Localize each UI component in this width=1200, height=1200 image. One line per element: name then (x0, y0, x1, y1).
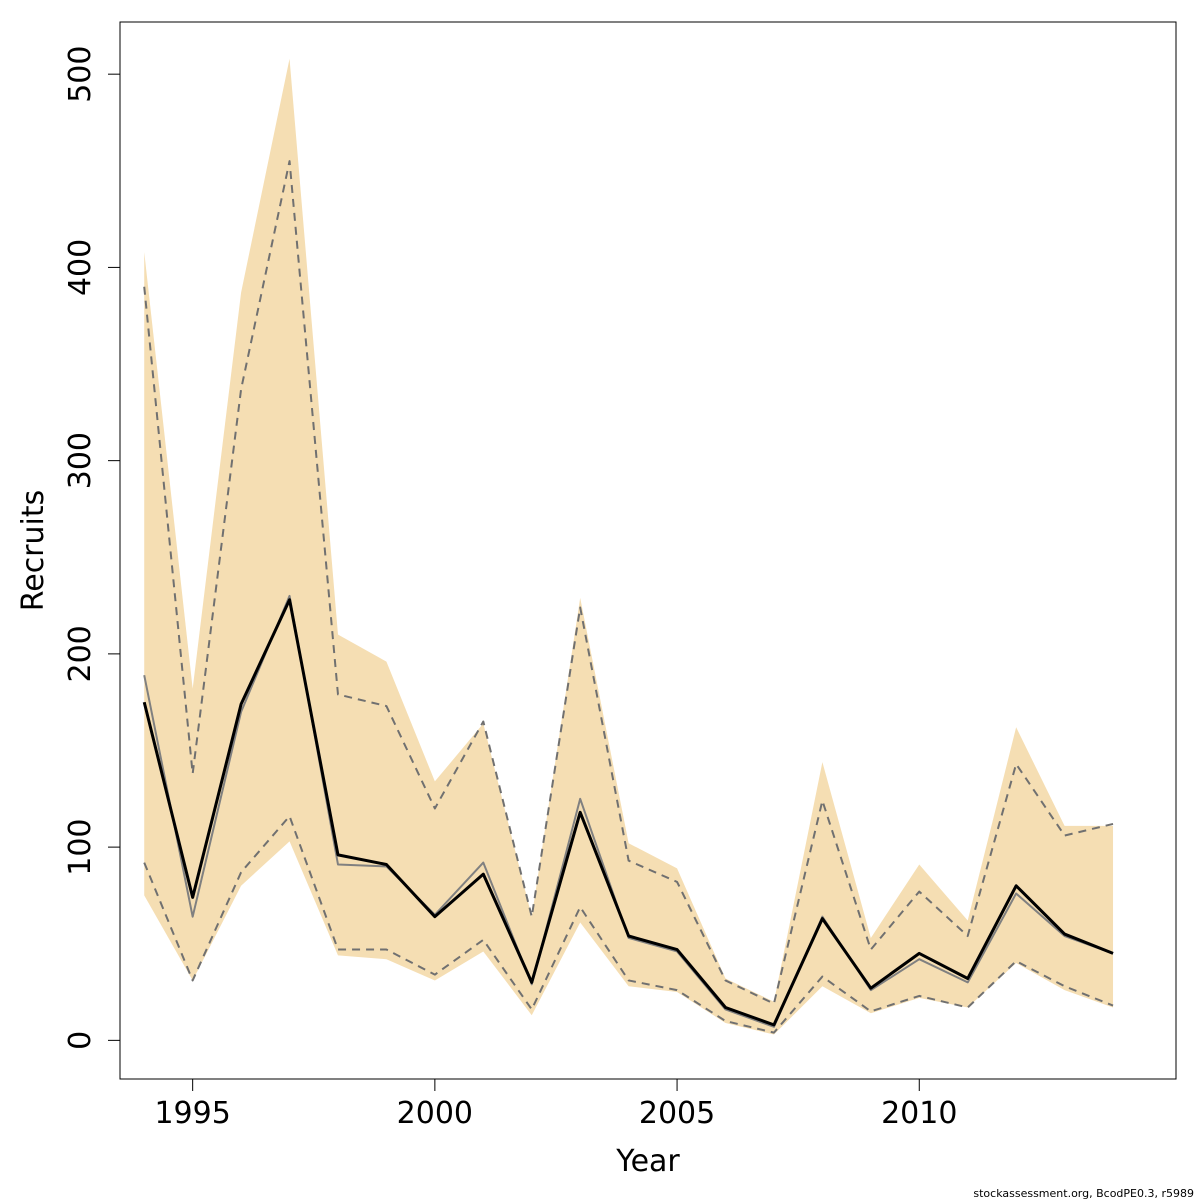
x-tick-label: 2005 (639, 1096, 715, 1131)
y-axis: 0 100 200 300 400 500 (63, 46, 121, 1050)
y-tick-label: 100 (63, 818, 98, 875)
y-tick-label: 300 (63, 432, 98, 489)
series-lines-layer (142, 160, 1114, 1034)
x-tick-label: 2000 (397, 1096, 473, 1131)
y-tick-label: 500 (63, 46, 98, 103)
y-axis-title: Recruits (16, 490, 51, 612)
lower-dashed-series (143, 815, 1114, 1034)
black-line-series (142, 598, 1114, 1027)
y-tick-label: 0 (63, 1031, 98, 1050)
x-axis-title: Year (615, 1144, 680, 1179)
confidence-band (144, 58, 1114, 1035)
credit-text: stockassessment.org, BcodPE0.3, r5989 (973, 1187, 1194, 1200)
x-tick-label: 2010 (881, 1096, 957, 1131)
upper-dashed-series (143, 160, 1114, 1005)
y-tick-label: 400 (63, 239, 98, 296)
x-tick-label: 1995 (154, 1096, 230, 1131)
confidence-band-layer (144, 58, 1114, 1035)
x-axis: 1995 2000 2005 2010 (154, 1078, 957, 1131)
y-tick-label: 200 (63, 625, 98, 682)
